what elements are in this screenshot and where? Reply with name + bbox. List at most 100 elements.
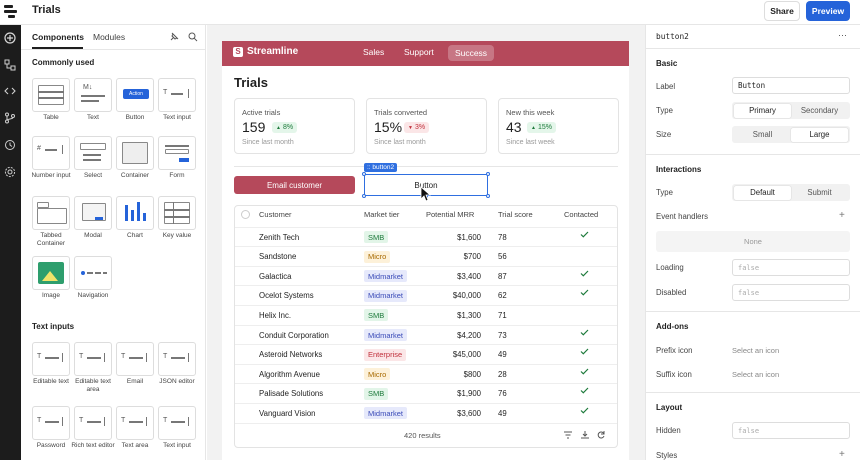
type-label: Type: [656, 106, 673, 115]
table-row[interactable]: Helix Inc. SMB $1,300 71: [235, 304, 617, 325]
more-options-icon[interactable]: ⋯: [838, 30, 847, 40]
stat-delta-badge: ▼ 3%: [404, 122, 430, 133]
itype-submit[interactable]: Submit: [807, 188, 832, 197]
size-toggle[interactable]: Small Large: [732, 126, 850, 143]
type-primary[interactable]: Primary: [734, 103, 791, 118]
component-tile-label: Password: [36, 442, 66, 449]
component-tile-navigation[interactable]: [74, 256, 112, 290]
code-icon[interactable]: [3, 84, 16, 97]
component-tile-text-input[interactable]: T: [158, 406, 196, 440]
prefix-icon-select[interactable]: Select an icon: [732, 346, 780, 355]
size-small[interactable]: Small: [752, 130, 773, 139]
component-tile-image[interactable]: [32, 256, 70, 290]
table-row[interactable]: Conduit Corporation Midmarket $4,200 73: [235, 324, 617, 345]
suffix-icon-select[interactable]: Select an icon: [732, 370, 780, 379]
resize-handle[interactable]: [362, 172, 366, 176]
size-large[interactable]: Large: [791, 127, 848, 142]
col-potential-mrr[interactable]: Potential MRR: [426, 210, 475, 219]
component-tile-chart[interactable]: [116, 196, 154, 230]
resize-handle[interactable]: [486, 172, 490, 176]
table-row[interactable]: Palisade Solutions SMB $1,900 76: [235, 383, 617, 403]
selected-component-tag[interactable]: :: button2: [364, 163, 398, 172]
add-style-icon[interactable]: +: [839, 449, 845, 460]
label-input[interactable]: Button: [732, 77, 850, 94]
share-button[interactable]: Share: [764, 1, 800, 21]
component-tile-table[interactable]: [32, 78, 70, 112]
component-tile-email[interactable]: T: [116, 342, 154, 376]
add-icon[interactable]: [3, 31, 16, 44]
resize-handle[interactable]: [486, 194, 490, 198]
table-row[interactable]: Vanguard Vision Midmarket $3,600 49: [235, 402, 617, 423]
resize-handle[interactable]: [362, 194, 366, 198]
cell-customer: Sandstone: [259, 252, 297, 262]
col-trial-score[interactable]: Trial score: [498, 210, 533, 219]
tile-markdown-text: M↓: [83, 84, 93, 91]
component-tile-label: Text area: [121, 442, 149, 449]
brand[interactable]: S Streamline: [233, 46, 298, 57]
settings-icon[interactable]: [3, 165, 16, 178]
table-row[interactable]: Zenith Tech SMB $1,600 78: [235, 226, 617, 247]
nav-sales[interactable]: Sales: [363, 47, 385, 57]
tier-badge: Micro: [364, 368, 391, 381]
component-tile-tabbed-container[interactable]: [32, 196, 70, 230]
component-name[interactable]: button2: [656, 32, 689, 41]
table-row[interactable]: Sandstone Micro $700 56: [235, 246, 617, 266]
app-logo-icon[interactable]: [4, 4, 18, 18]
col-customer[interactable]: Customer: [259, 210, 292, 219]
interaction-type-toggle[interactable]: Default Submit: [732, 184, 850, 201]
component-tile-editable-text-area[interactable]: T: [74, 342, 112, 376]
component-tile-select[interactable]: [74, 136, 112, 170]
disabled-input[interactable]: false: [732, 284, 850, 301]
component-tile-container[interactable]: [116, 136, 154, 170]
table-row[interactable]: Algorithm Avenue Micro $800 28: [235, 363, 617, 384]
type-secondary[interactable]: Secondary: [800, 106, 839, 115]
table-row[interactable]: Galactica Midmarket $3,400 87: [235, 265, 617, 286]
cell-mrr: $800: [463, 369, 481, 379]
branch-icon[interactable]: [3, 111, 16, 124]
add-event-handler-icon[interactable]: +: [839, 210, 845, 221]
tab-modules[interactable]: Modules: [93, 32, 126, 42]
event-handlers-empty: None: [656, 231, 850, 252]
size-label: Size: [656, 130, 672, 139]
interaction-type-label: Type: [656, 188, 673, 197]
nav-support[interactable]: Support: [404, 47, 434, 57]
loading-input[interactable]: false: [732, 259, 850, 276]
component-tile-form[interactable]: [158, 136, 196, 170]
component-tile-text-area[interactable]: T: [116, 406, 154, 440]
component-tile-password[interactable]: T: [32, 406, 70, 440]
download-icon[interactable]: [580, 430, 590, 442]
component-tile-button[interactable]: Action: [116, 78, 154, 112]
cell-score: 49: [498, 350, 507, 360]
component-tile-key-value[interactable]: [158, 196, 196, 230]
component-tile-label: Key value: [162, 232, 192, 239]
tier-badge: Enterprise: [364, 348, 407, 361]
component-tile-editable-text[interactable]: T: [32, 342, 70, 376]
select-all-checkbox[interactable]: [241, 210, 250, 219]
component-tile-json-editor[interactable]: T: [158, 342, 196, 376]
component-tile-text-input[interactable]: T: [158, 78, 196, 112]
pin-icon[interactable]: [169, 32, 179, 44]
component-tile-rich-text-editor[interactable]: T: [74, 406, 112, 440]
itype-default[interactable]: Default: [734, 185, 791, 200]
table-row[interactable]: Ocelot Systems Midmarket $40,000 62: [235, 285, 617, 305]
history-icon[interactable]: [3, 138, 16, 151]
filter-icon[interactable]: [563, 430, 573, 442]
component-tile-number-input[interactable]: #: [32, 136, 70, 170]
stat-title: Trials converted: [374, 108, 428, 117]
component-tree-icon[interactable]: [3, 58, 16, 71]
nav-success[interactable]: Success: [448, 45, 494, 61]
arrow-down-icon: ▼: [408, 124, 413, 131]
refresh-icon[interactable]: [596, 430, 606, 442]
type-toggle[interactable]: Primary Secondary: [732, 102, 850, 119]
component-tile-text[interactable]: M↓: [74, 78, 112, 112]
component-tile-modal[interactable]: [74, 196, 112, 230]
table-row[interactable]: Asteroid Networks Enterprise $45,000 49: [235, 344, 617, 364]
search-icon[interactable]: [188, 32, 198, 44]
hidden-input[interactable]: false: [732, 422, 850, 439]
col-contacted[interactable]: Contacted: [564, 210, 599, 219]
col-market-tier[interactable]: Market tier: [364, 210, 400, 219]
preview-button[interactable]: Preview: [806, 1, 850, 21]
tab-components[interactable]: Components: [32, 32, 84, 42]
cell-mrr: $1,300: [457, 310, 481, 320]
email-customer-button[interactable]: Email customer: [234, 176, 355, 194]
